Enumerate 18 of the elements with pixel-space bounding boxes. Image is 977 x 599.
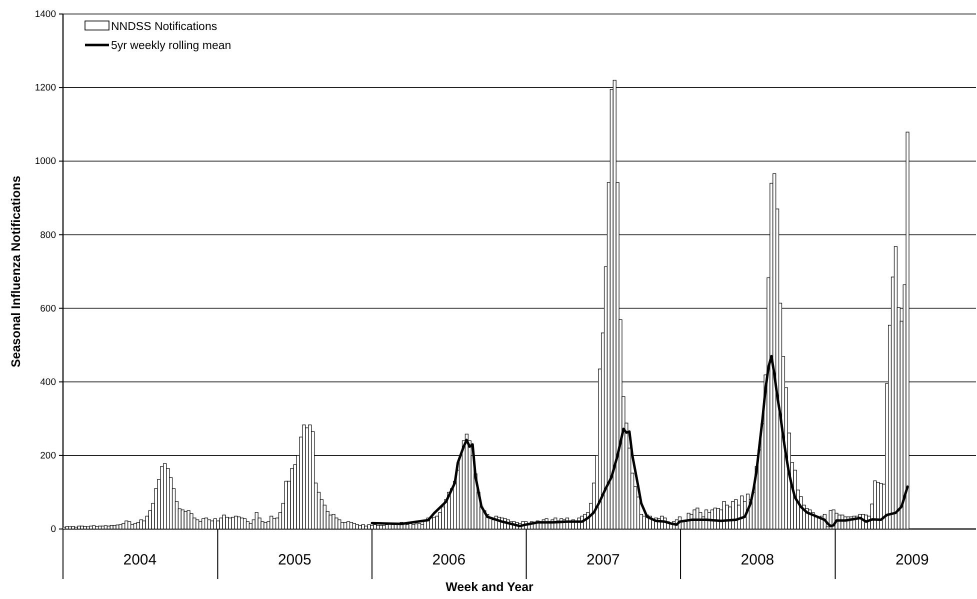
y-tick-label: 1000 [34, 156, 56, 168]
x-tick-label: 2005 [278, 552, 312, 569]
x-tick-label: 2009 [895, 552, 929, 569]
y-tick-label: 0 [50, 524, 56, 536]
y-tick-label: 1400 [34, 9, 56, 20]
y-tick-label: 1200 [34, 82, 56, 94]
legend-label: NNDSS Notifications [111, 21, 218, 33]
y-tick-label: 200 [40, 450, 56, 462]
x-tick-label: 2008 [740, 552, 774, 569]
x-tick-label: 2007 [586, 552, 620, 569]
x-axis-title: Week and Year [446, 580, 534, 594]
x-tick-label: 2004 [123, 552, 157, 569]
y-tick-label: 400 [40, 376, 56, 388]
legend-label: 5yr weekly rolling mean [111, 40, 232, 52]
y-tick-label: 800 [40, 230, 56, 241]
y-axis-title: Seasonal Influenza Notifications [9, 176, 23, 368]
x-tick-label: 2006 [432, 552, 466, 569]
y-tick-label: 600 [40, 303, 56, 314]
